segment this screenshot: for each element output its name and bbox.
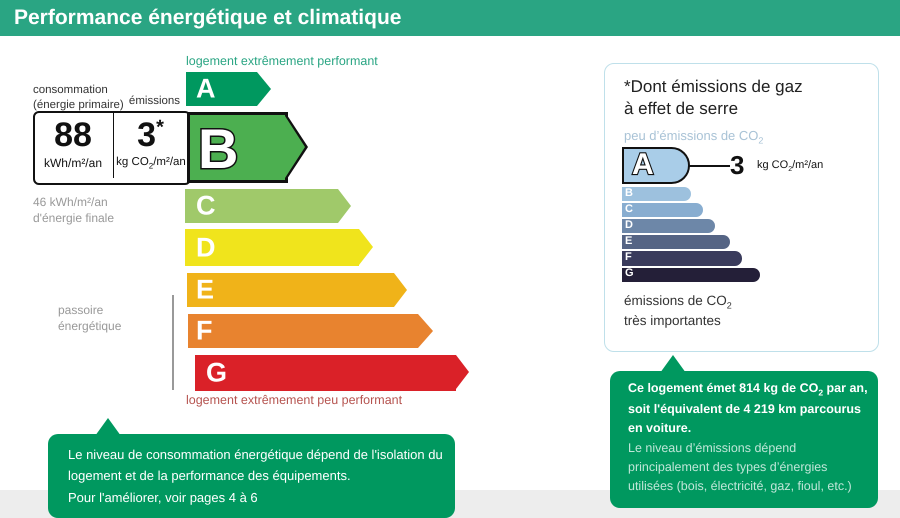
svg-text:B: B <box>198 117 238 180</box>
svg-text:A: A <box>632 147 654 180</box>
